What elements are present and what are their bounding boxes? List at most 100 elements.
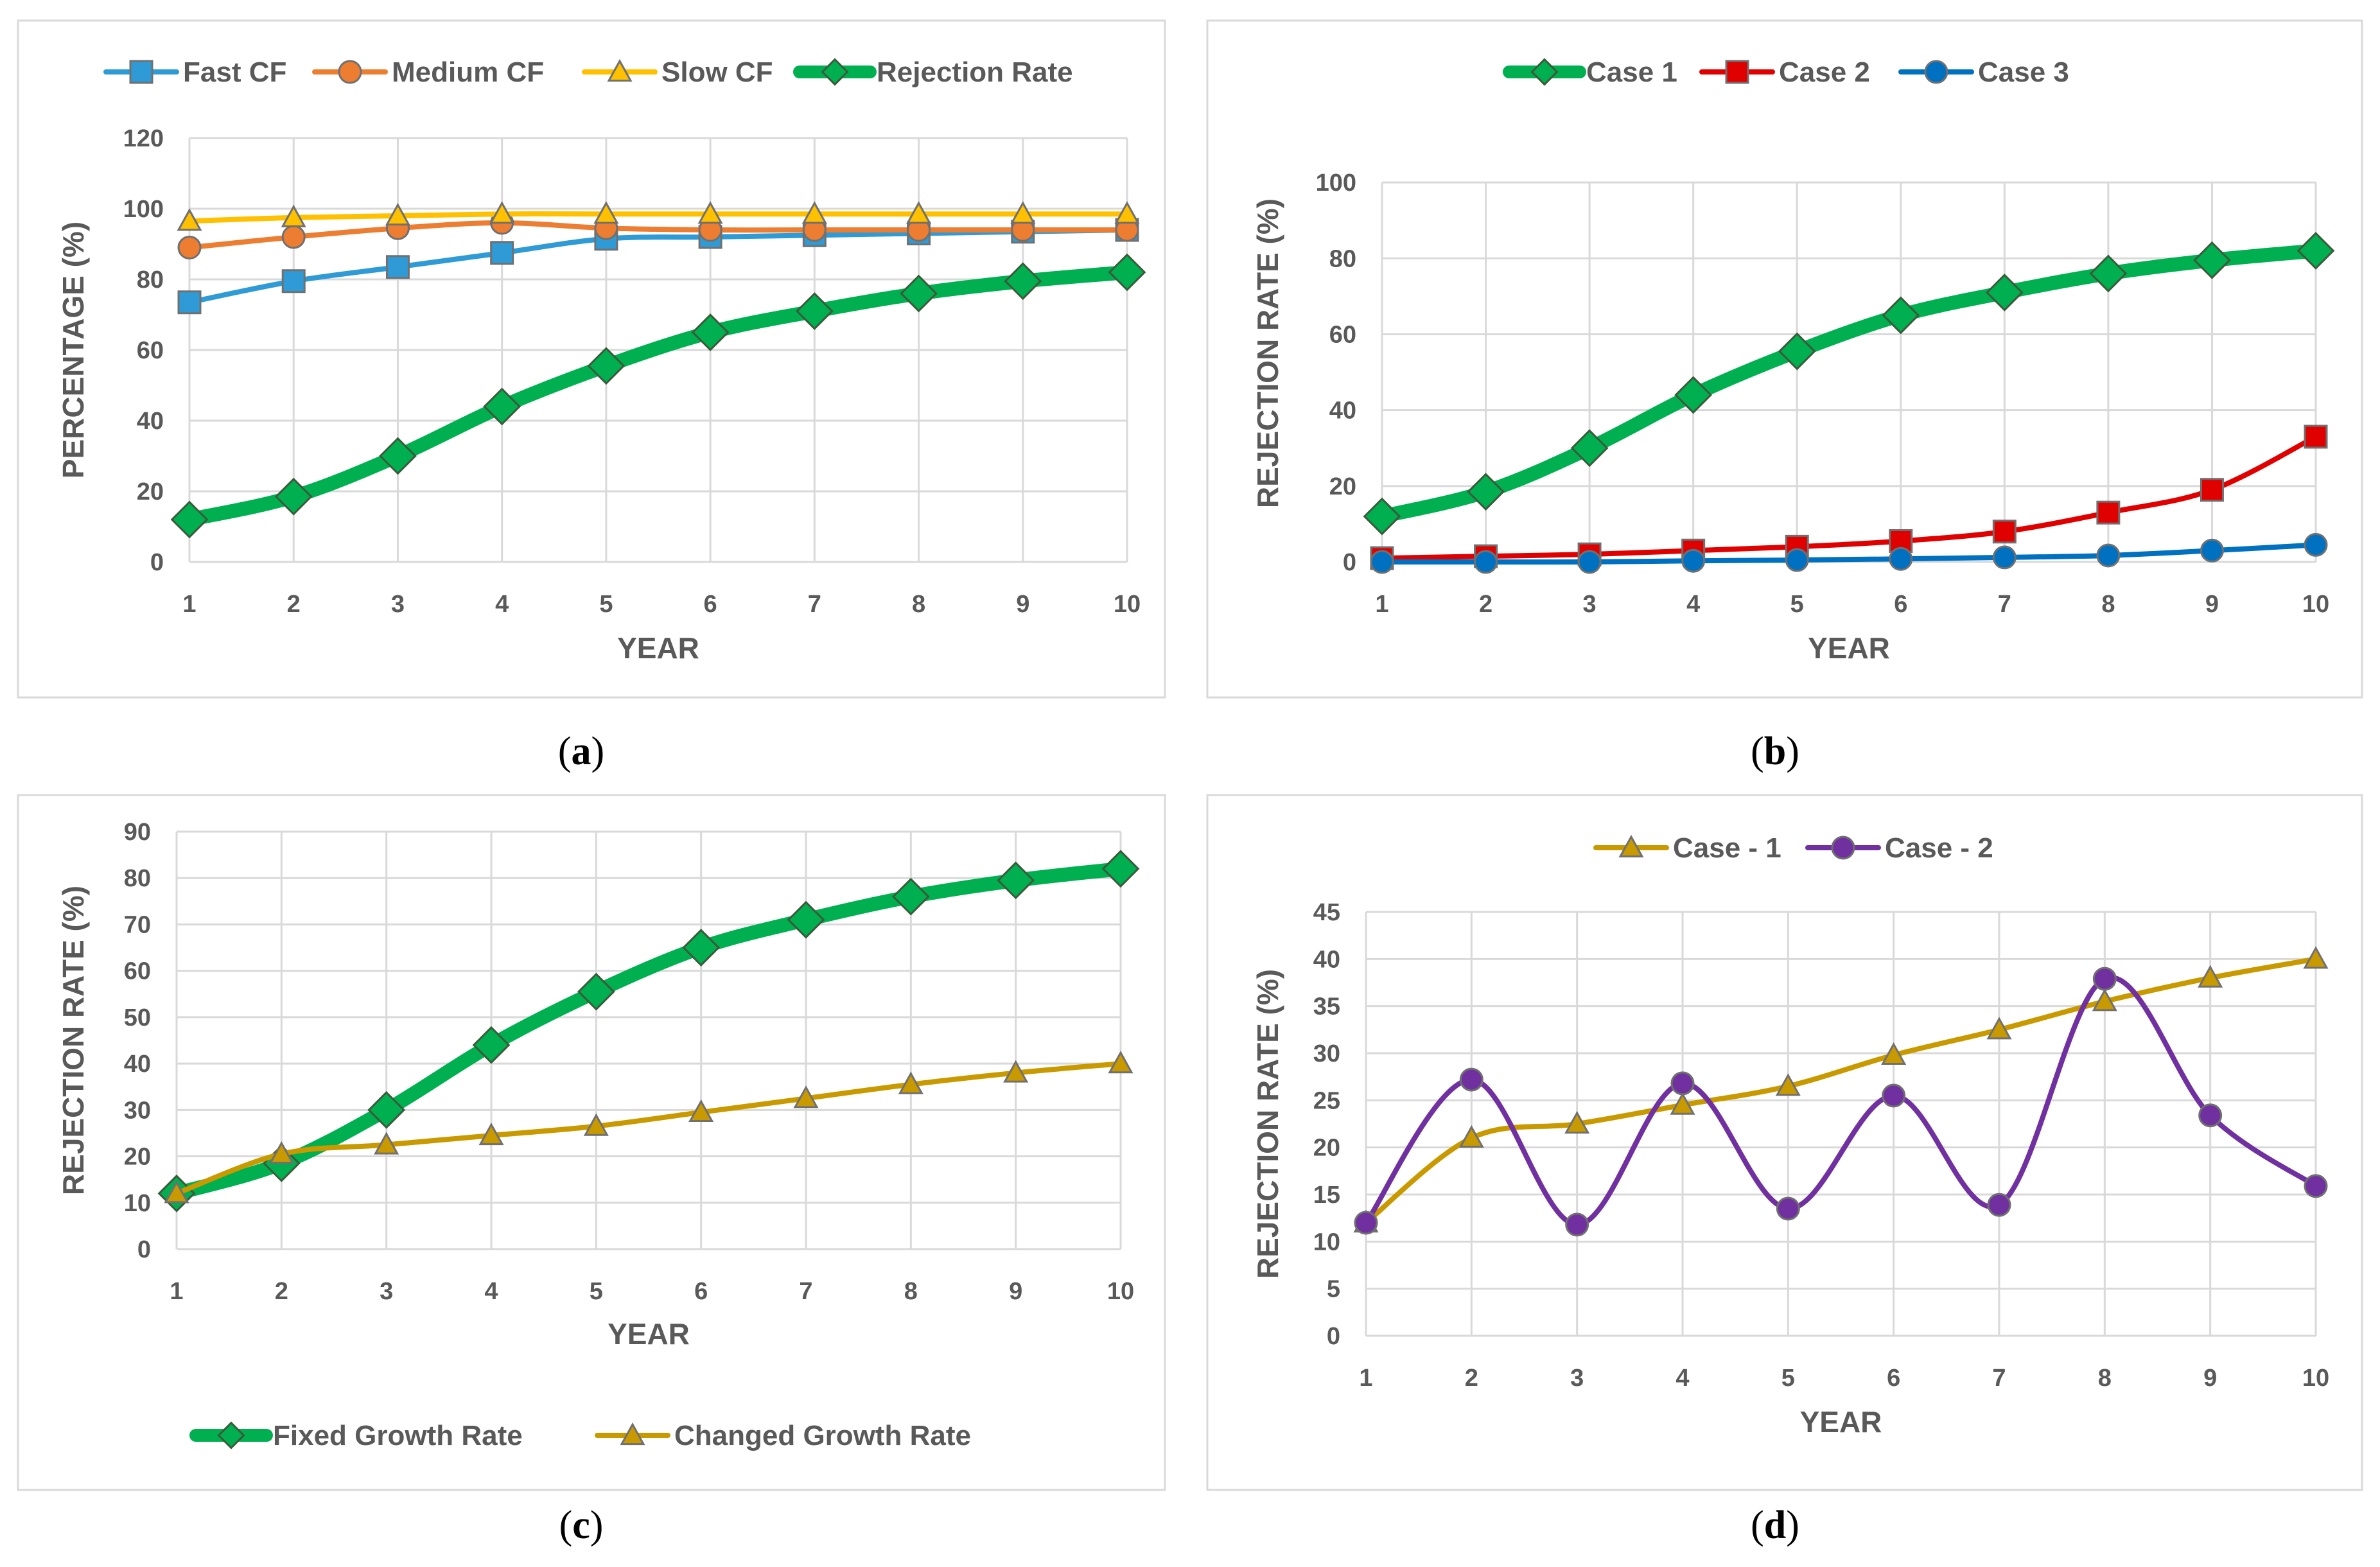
x-tick-label: 4 (495, 591, 509, 618)
data-point (1467, 473, 1505, 511)
legend: Fast CF Medium CF Slow CF Rejection Rate (103, 57, 1073, 88)
chart-c: 0 10 20 30 40 50 60 70 80 90 1 2 3 4 5 6 7 8 9 10 YEAR REJECT… (17, 794, 1166, 1547)
legend-entry: Rejection Rate (877, 57, 1073, 88)
data-point (801, 201, 827, 224)
data-point (1881, 1042, 1907, 1065)
legend: Case 1 Case 2 Case 3 (1503, 57, 2069, 88)
data-point (164, 1180, 189, 1204)
data-point (1363, 497, 1401, 536)
x-tick-label: 2 (275, 1278, 288, 1305)
x-tick-label: 2 (1465, 1365, 1478, 1392)
y-axis-label: REJECTION RATE (%) (57, 886, 90, 1195)
x-tick-label: 4 (1676, 1365, 1689, 1392)
x-tick-label: 9 (1016, 591, 1029, 618)
legend-entry: Case 2 (1779, 57, 1870, 88)
data-point (1986, 1017, 2012, 1040)
legend-entry: Slow CF (661, 57, 773, 88)
data-point (385, 255, 410, 279)
series-changed-growth-rate (164, 1051, 1133, 1204)
y-tick-label: 20 (124, 1144, 151, 1171)
y-tick-label: 40 (1329, 398, 1356, 425)
data-point (483, 387, 521, 426)
panel-caption: (b) (1751, 730, 1799, 773)
data-point (583, 1113, 609, 1136)
data-point (2297, 232, 2335, 270)
data-point (2096, 543, 2121, 568)
x-tick-label: 7 (808, 591, 821, 618)
data-point (379, 437, 417, 475)
y-axis-label: PERCENTAGE (%) (57, 222, 90, 478)
series-rejection-rate (170, 253, 1146, 539)
data-point (478, 1122, 504, 1146)
data-point (2092, 988, 2117, 1011)
series-line (182, 265, 1134, 527)
x-tick-label: 2 (1479, 591, 1492, 618)
x-tick-label: 5 (599, 591, 613, 618)
data-point (900, 274, 938, 313)
data-point (2304, 532, 2328, 557)
panel-caption: (a) (558, 730, 604, 773)
y-tick-label: 60 (124, 958, 151, 985)
data-point (2304, 1174, 2328, 1198)
y-tick-label: 40 (137, 408, 164, 435)
x-axis-label: YEAR (608, 1317, 690, 1351)
x-tick-label: 3 (1583, 591, 1597, 618)
x-tick-label: 10 (1107, 1278, 1134, 1305)
x-tick-label: 5 (1790, 591, 1804, 618)
y-tick-label: 0 (1343, 549, 1356, 576)
legend-marker (129, 60, 153, 84)
series-line (1375, 243, 2323, 524)
data-point (891, 877, 930, 916)
x-tick-label: 7 (1992, 1365, 2006, 1392)
x-tick-label: 7 (799, 1278, 812, 1305)
data-point (1010, 201, 1036, 224)
legend-marker (607, 58, 633, 82)
x-tick-label: 6 (1894, 591, 1907, 618)
legend-marker (1924, 60, 1948, 84)
legend-entry: Case - 1 (1673, 832, 1781, 864)
legend-marker (1725, 60, 1749, 84)
y-tick-label: 10 (124, 1190, 151, 1217)
chart-frame (17, 19, 1166, 699)
data-point (593, 201, 619, 224)
y-tick-label: 50 (124, 1004, 151, 1031)
y-tick-label: 40 (1313, 946, 1340, 973)
data-point (170, 500, 209, 539)
x-tick-label: 1 (182, 591, 196, 618)
data-point (1992, 545, 2017, 570)
data-point (374, 1132, 399, 1155)
legend-marker (620, 1422, 645, 1446)
legend-entry: Fast CF (183, 57, 286, 88)
legend-marker (1831, 836, 1855, 860)
x-tick-label: 1 (1375, 591, 1388, 618)
data-point (898, 1071, 923, 1094)
y-tick-label: 20 (1329, 473, 1356, 500)
series-line (1379, 434, 2318, 561)
legend-marker (217, 1421, 245, 1449)
data-point (697, 201, 723, 224)
data-point (281, 204, 306, 227)
y-tick-label: 120 (123, 125, 164, 152)
data-point (367, 1090, 406, 1129)
chart-a: 0 20 40 60 80 100 120 1 2 3 4 5 6 7 8 9 10 YEAR PERCENTAGE… (17, 19, 1166, 773)
x-tick-label: 2 (287, 591, 301, 618)
series-case-1 (1363, 232, 2335, 536)
legend-marker (1530, 58, 1559, 86)
x-tick-label: 5 (590, 1278, 603, 1305)
series-line (174, 1061, 1123, 1196)
y-tick-label: 10 (1313, 1229, 1340, 1256)
data-point (281, 225, 306, 249)
data-point (1681, 548, 1706, 573)
y-tick-label: 60 (137, 337, 164, 364)
data-point (1370, 550, 1394, 574)
legend-marker (1618, 834, 1644, 858)
x-axis-label: YEAR (1808, 631, 1890, 665)
series-case-3 (1370, 532, 2328, 574)
x-tick-label: 8 (912, 591, 925, 618)
data-point (2198, 965, 2223, 988)
y-tick-label: 5 (1327, 1276, 1340, 1303)
data-point (1889, 547, 1913, 571)
series-slow-cf (177, 201, 1140, 231)
x-tick-label: 3 (391, 591, 405, 618)
